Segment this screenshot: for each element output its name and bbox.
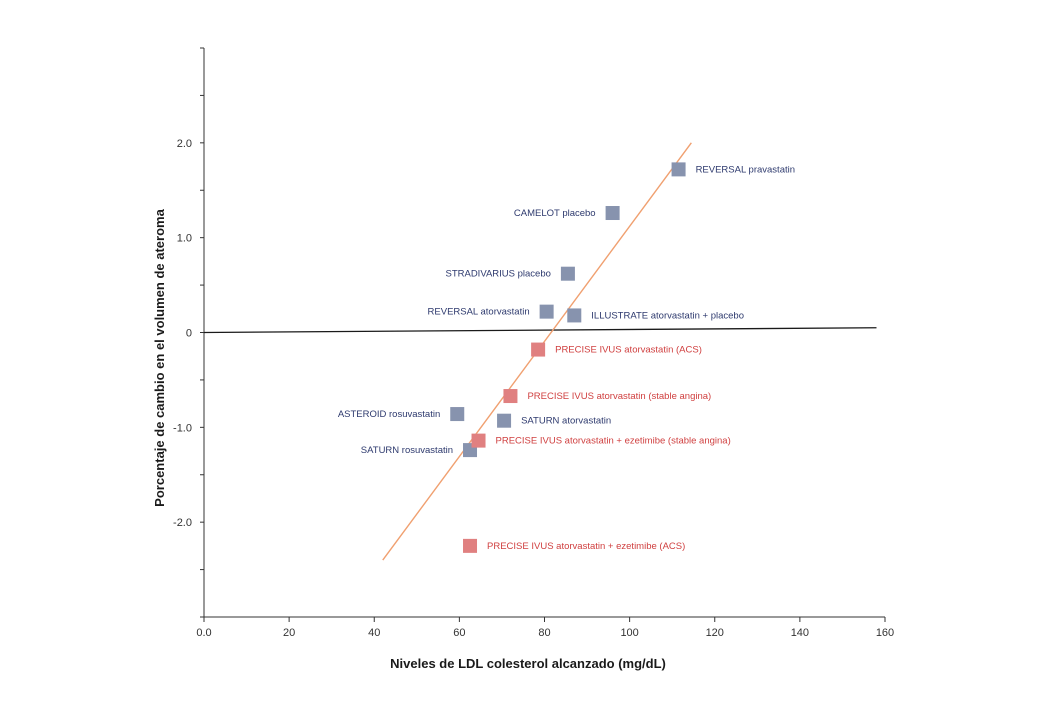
- data-point-marker: [539, 304, 554, 319]
- data-point-label: ILLUSTRATE atorvastatin + placebo: [591, 310, 744, 321]
- data-point-label: REVERSAL pravastatin: [696, 164, 795, 175]
- x-tick-label: 20: [283, 627, 295, 639]
- data-point-label: ASTEROID rosuvastatin: [338, 409, 440, 420]
- y-tick-label: -2.0: [173, 517, 192, 529]
- data-point-label: PRECISE IVUS atorvastatin + ezetimibe (A…: [487, 541, 685, 552]
- data-point-label: STRADIVARIUS placebo: [445, 269, 550, 280]
- x-tick-label: 60: [453, 627, 465, 639]
- data-point-label: PRECISE IVUS atorvastatin + ezetimibe (s…: [496, 436, 731, 447]
- data-point-marker: [463, 538, 478, 553]
- data-point-label: SATURN atorvastatin: [521, 416, 611, 427]
- data-point-marker: [560, 266, 575, 281]
- x-tick-label: 40: [368, 627, 380, 639]
- data-point-marker: [671, 162, 686, 177]
- x-tick-label: 0.0: [196, 627, 211, 639]
- data-point-marker: [450, 407, 465, 422]
- data-point-marker: [497, 413, 512, 428]
- data-point-marker: [605, 206, 620, 221]
- data-point-label: PRECISE IVUS atorvastatin (stable angina…: [527, 391, 711, 402]
- data-point-label: SATURN rosuvastatin: [361, 445, 453, 456]
- data-point-label: CAMELOT placebo: [514, 208, 596, 219]
- y-tick-label: 2.0: [177, 138, 192, 150]
- data-point-label: REVERSAL atorvastatin: [428, 307, 530, 318]
- data-point-marker: [503, 389, 518, 404]
- data-point-label: PRECISE IVUS atorvastatin (ACS): [555, 345, 702, 356]
- data-point-marker: [567, 308, 582, 323]
- y-tick-label: 0: [186, 328, 192, 340]
- data-point-marker: [471, 433, 486, 448]
- y-ticks: 2.0 1.0 0 -1.0 -2.0: [173, 47, 204, 618]
- x-tick-label: 120: [706, 627, 724, 639]
- data-point-marker: [531, 342, 546, 357]
- x-tick-label: 140: [791, 627, 809, 639]
- y-axis-title: Porcentaje de cambio en el volumen de at…: [152, 208, 167, 506]
- point-labels: REVERSAL pravastatin CAMELOT placebo STRAD…: [338, 164, 795, 551]
- x-ticks: 0.0 20 40 60 80 100 120 140 160: [196, 617, 894, 639]
- x-tick-label: 100: [620, 627, 638, 639]
- x-tick-label: 160: [876, 627, 894, 639]
- y-tick-label: 1.0: [177, 233, 192, 245]
- x-axis-title: Niveles de LDL colesterol alcanzado (mg/…: [390, 656, 666, 671]
- y-tick-label: -1.0: [173, 422, 192, 434]
- axes: [203, 48, 885, 618]
- zero-reference-line: [203, 327, 877, 334]
- x-tick-label: 80: [538, 627, 550, 639]
- data-points: [450, 162, 686, 553]
